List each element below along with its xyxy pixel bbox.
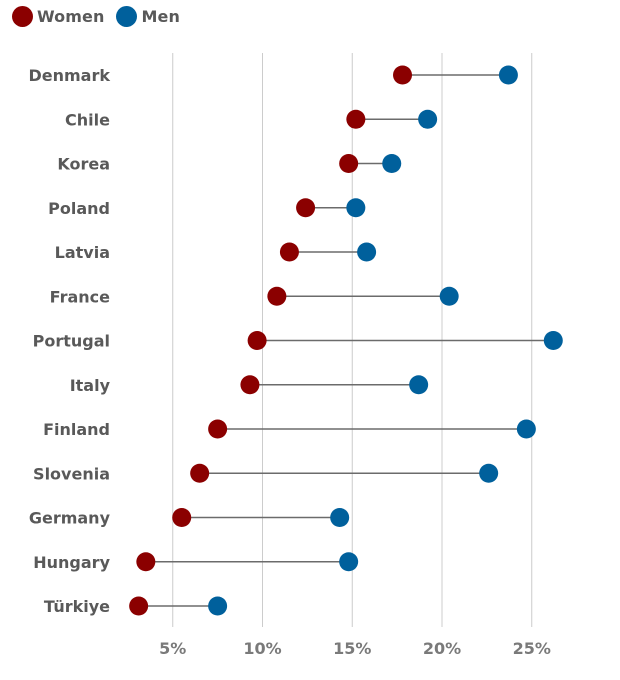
point-women-poland[interactable] [296,198,316,218]
point-women-türkiye[interactable] [129,596,149,616]
category-label: Italy [70,376,111,395]
legend-label-women: Women [37,7,105,26]
point-men-finland[interactable] [516,419,536,439]
point-men-italy[interactable] [409,375,429,395]
point-men-poland[interactable] [346,198,366,218]
legend: Women Men [12,6,186,27]
legend-item-women[interactable]: Women [12,6,104,27]
category-label: Denmark [28,66,110,85]
point-men-portugal[interactable] [543,331,563,350]
category-label: France [50,287,110,306]
point-women-finland[interactable] [208,419,228,439]
point-women-slovenia[interactable] [190,463,210,483]
point-women-portugal[interactable] [247,331,267,350]
point-men-korea[interactable] [382,154,402,173]
point-women-italy[interactable] [240,375,260,395]
x-tick-label: 15% [333,639,371,658]
point-men-türkiye[interactable] [208,596,228,616]
point-women-korea[interactable] [339,154,359,173]
x-axis-ticks: 5% 10% 15% 20% 25% [159,639,551,658]
category-label: Portugal [33,332,110,351]
category-label: Poland [48,199,110,218]
point-men-hungary[interactable] [339,552,359,572]
point-women-latvia[interactable] [279,242,299,262]
point-men-chile[interactable] [418,109,438,129]
category-label: Türkiye [44,597,110,616]
x-tick-label: 5% [159,639,186,658]
legend-marker-women [12,6,33,27]
point-women-france[interactable] [267,286,287,306]
point-men-latvia[interactable] [357,242,377,262]
point-women-denmark[interactable] [393,65,413,85]
x-tick-label: 10% [243,639,281,658]
legend-marker-men [116,6,138,27]
category-label: Slovenia [33,464,110,483]
point-men-slovenia[interactable] [479,463,499,483]
category-label: Chile [65,110,110,129]
category-label: Korea [57,155,110,174]
points [129,65,563,616]
category-label: Latvia [55,243,110,262]
point-women-germany[interactable] [172,508,192,527]
point-men-france[interactable] [439,286,459,306]
category-labels: Denmark Chile Korea Poland Latvia France Portu… [28,66,110,616]
point-men-germany[interactable] [330,508,350,527]
category-label: Hungary [33,553,110,572]
legend-item-men[interactable]: Men [116,6,180,27]
x-tick-label: 25% [513,639,551,658]
x-tick-label: 20% [423,639,461,658]
category-label: Germany [29,509,111,528]
point-women-hungary[interactable] [136,552,156,572]
legend-label-men: Men [141,7,180,26]
point-women-chile[interactable] [346,109,366,129]
point-men-denmark[interactable] [498,65,518,85]
category-label: Finland [43,420,110,439]
